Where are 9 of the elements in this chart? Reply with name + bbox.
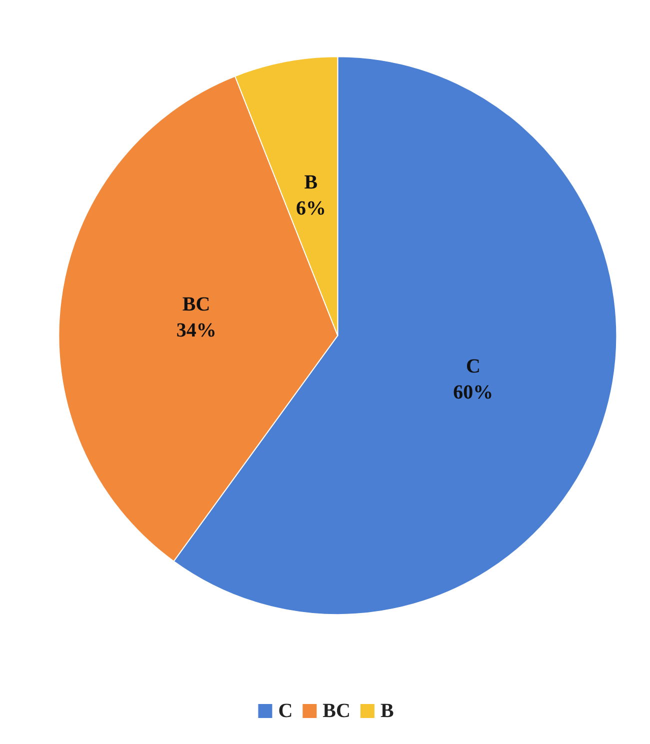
slice-label: B: [304, 172, 318, 194]
legend-label: B: [380, 700, 394, 722]
slice-label: BC: [182, 294, 210, 316]
slice-label: C: [466, 356, 480, 378]
data-label: 6%: [296, 198, 326, 220]
data-label: 60%: [453, 382, 494, 404]
legend-label: BC: [322, 700, 350, 722]
data-label: 34%: [176, 320, 216, 342]
legend-label: C: [278, 700, 293, 722]
